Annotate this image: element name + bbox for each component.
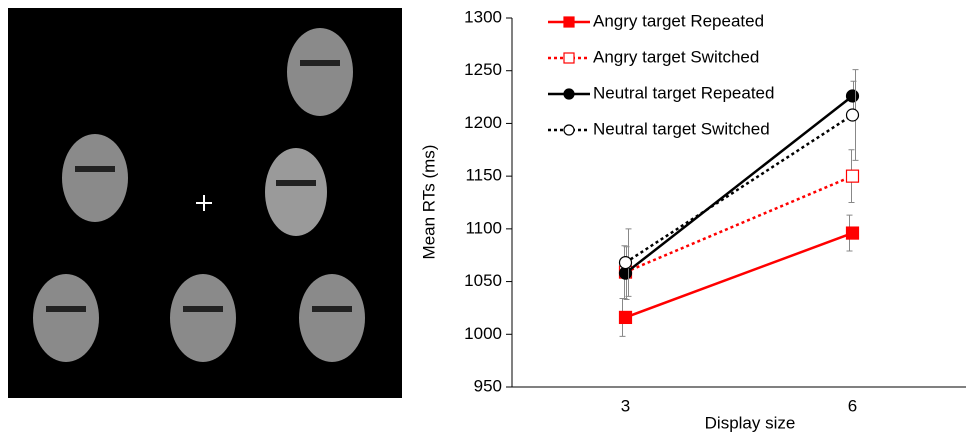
series-line [625, 231, 853, 319]
y-tick-label: 1100 [465, 218, 502, 237]
legend-marker [563, 124, 575, 136]
marker [845, 169, 860, 183]
legend-marker [563, 88, 575, 100]
y-tick-label: 1300 [464, 7, 502, 26]
series [618, 69, 860, 297]
x-tick-label: 3 [621, 396, 630, 415]
faces [33, 28, 365, 362]
y-axis-label: Mean RTs (ms) [419, 145, 438, 260]
x-axis-label: Display size [705, 413, 796, 432]
series-line [625, 174, 853, 274]
eyes [276, 180, 316, 186]
face [299, 274, 365, 362]
y-tick-label: 1150 [465, 166, 502, 185]
marker [618, 310, 633, 325]
y-tick-label: 1250 [464, 60, 502, 79]
face [62, 134, 128, 222]
face [33, 274, 99, 362]
marker [618, 255, 633, 270]
face [287, 28, 353, 116]
marker [845, 226, 860, 240]
fixation-cross [196, 195, 212, 211]
series [618, 80, 860, 300]
y-tick-label: 950 [474, 376, 502, 395]
x-tick-label: 6 [848, 396, 857, 415]
y-tick-label: 1050 [464, 271, 502, 290]
eyes [312, 306, 352, 312]
legend-label: Neutral target Repeated [593, 83, 774, 102]
eyes [75, 166, 115, 172]
stimulus-image [8, 8, 402, 398]
eyes [300, 60, 340, 66]
legend-label: Angry target Switched [593, 47, 759, 66]
series [618, 214, 860, 337]
eyes [46, 306, 86, 312]
series-line [624, 95, 854, 275]
legend-marker [563, 52, 575, 64]
face [265, 148, 327, 236]
y-tick-label: 1000 [464, 324, 502, 343]
marker [845, 108, 860, 122]
face-features [46, 60, 352, 312]
eyes [183, 306, 223, 312]
legend-marker [563, 16, 575, 28]
legend-label: Neutral target Switched [593, 119, 770, 138]
legend-label: Angry target Repeated [593, 11, 764, 30]
marker [845, 89, 860, 103]
face [170, 274, 236, 362]
y-tick-label: 1200 [464, 113, 502, 132]
